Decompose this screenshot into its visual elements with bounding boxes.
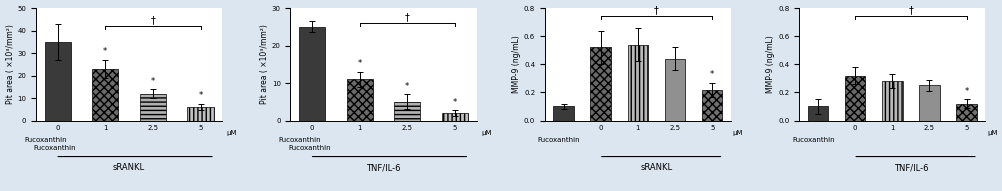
Bar: [92, 69, 118, 121]
Text: Fucoxanthin: Fucoxanthin: [34, 145, 76, 151]
Text: *: *: [150, 77, 155, 86]
Bar: [664, 59, 684, 121]
Text: Fucoxanthin: Fucoxanthin: [537, 138, 579, 143]
Bar: [881, 81, 902, 121]
Bar: [299, 27, 325, 121]
Text: †: †: [908, 5, 913, 15]
Bar: [844, 76, 865, 121]
Text: Fucoxanthin: Fucoxanthin: [792, 138, 834, 143]
Bar: [807, 107, 828, 121]
Text: *: *: [709, 70, 713, 79]
Bar: [956, 104, 976, 121]
Text: Fucoxanthin: Fucoxanthin: [24, 138, 67, 143]
Text: †: †: [405, 12, 410, 22]
Text: Fucoxanthin: Fucoxanthin: [279, 138, 321, 143]
Text: μM: μM: [986, 129, 997, 136]
Bar: [394, 102, 420, 121]
Y-axis label: Pit area ( ×10³/mm²): Pit area ( ×10³/mm²): [6, 24, 15, 104]
Bar: [919, 85, 939, 121]
Text: †: †: [150, 15, 155, 25]
Bar: [442, 113, 468, 121]
Bar: [553, 107, 573, 121]
Bar: [590, 47, 610, 121]
Text: *: *: [964, 87, 968, 96]
Y-axis label: MMP-9 (ng/mL): MMP-9 (ng/mL): [512, 36, 521, 93]
Text: sRANKL: sRANKL: [113, 163, 145, 172]
Text: *: *: [453, 98, 457, 107]
Text: *: *: [198, 91, 202, 100]
Bar: [139, 94, 166, 121]
Bar: [627, 45, 647, 121]
Text: μM: μM: [226, 129, 237, 136]
Text: TNF/IL-6: TNF/IL-6: [366, 163, 401, 172]
Y-axis label: MMP-9 (ng/mL): MMP-9 (ng/mL): [766, 36, 775, 93]
Bar: [187, 107, 213, 121]
Text: sRANKL: sRANKL: [640, 163, 672, 172]
Bar: [347, 79, 373, 121]
Y-axis label: Pit area ( ×10³/mm²): Pit area ( ×10³/mm²): [260, 24, 269, 104]
Text: *: *: [357, 59, 362, 68]
Text: TNF/IL-6: TNF/IL-6: [893, 163, 927, 172]
Bar: [44, 42, 71, 121]
Text: Fucoxanthin: Fucoxanthin: [288, 145, 331, 151]
Text: *: *: [103, 47, 107, 56]
Text: μM: μM: [481, 129, 491, 136]
Text: *: *: [405, 82, 409, 91]
Text: †: †: [653, 5, 658, 15]
Text: μM: μM: [732, 129, 742, 136]
Bar: [701, 90, 721, 121]
